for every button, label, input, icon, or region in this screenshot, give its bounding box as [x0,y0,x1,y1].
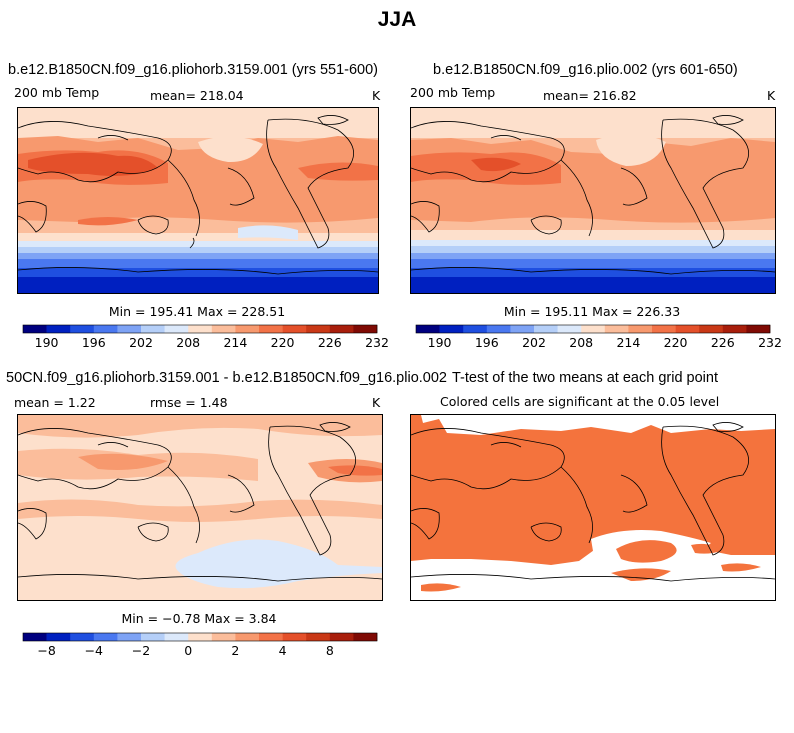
panel3-colorbar-tick-label: 8 [326,643,334,658]
panel2-colorbar-swatch [463,325,488,333]
panel2-colorbar-tick-label: 196 [475,335,499,350]
panel1-colorbar-swatch [306,325,331,333]
panel3-colorbar-tick-label: 2 [231,643,239,658]
panel1-colorbar-tick-label: 208 [176,335,200,350]
panel1-colorbar-swatch [282,325,307,333]
panel1-map [17,107,379,294]
figure-title: JJA [377,8,417,31]
panel3-colorbar-tick-label: −8 [37,643,55,658]
panel3-units: K [372,395,381,410]
panel3-colorbar-swatch [188,633,213,641]
panel1-colorbar-tick-label: 232 [365,335,389,350]
panel2-colorbar-tick-label: 208 [569,335,593,350]
panel1-colorbar-swatch [23,325,47,333]
panel2-colorbar: 190 196 202 208 214 220 226 232 [415,324,782,355]
panel1-colorbar-border [22,324,378,334]
panel1-colorbar-tick-label: 190 [35,335,59,350]
panel3-colorbar: −8 −4 −2 0 2 4 8 [22,632,378,663]
panel2-colorbar-swatch [699,325,724,333]
panel2-colorbar-swatch [604,325,629,333]
panel1-colorbar-swatch [235,325,260,333]
panel4-subtitle: Colored cells are significant at the 0.0… [440,394,720,409]
panel2-colorbar-swatch [746,325,771,333]
panel3-colorbar-swatch [93,633,118,641]
panel1-colorbar-swatch [93,325,118,333]
panel1-colorbar-swatch [211,325,236,333]
panel3-colorbar-border [22,632,378,642]
panel1-colorbar-tick-label: 220 [271,335,295,350]
panel1-colorbar-tick-label: 226 [318,335,342,350]
panel1-colorbar-swatch [164,325,189,333]
panel2-colorbar-tick-label: 202 [522,335,546,350]
panel3-colorbar-swatch [282,633,307,641]
panel3-colorbar-swatch [23,633,47,641]
panel3-rmse: rmse = 1.48 [150,395,228,410]
panel2-colorbar-swatch [722,325,747,333]
panel1-minmax: Min = 195.41 Max = 228.51 [108,304,286,319]
panel2-colorbar-swatch [628,325,653,333]
panel3-colorbar-swatch [211,633,236,641]
panel1-colorbar-swatch [141,325,165,333]
panel3-title: 50CN.f09_g16.pliohorb.3159.001 - b.e12.B… [6,370,447,386]
panel2-colorbar-swatch [534,325,558,333]
panel2-colorbar-swatch [416,325,440,333]
panel3-mean: mean = 1.22 [14,395,96,410]
panel1-colorbar-swatch [329,325,354,333]
panel2-colorbar-swatch [652,325,676,333]
panel2-colorbar-swatch [486,325,511,333]
panel3-minmax: Min = −0.78 Max = 3.84 [121,611,277,626]
panel4-title: T-test of the two means at each grid poi… [452,370,718,386]
panel2-colorbar-tick-label: 226 [711,335,735,350]
panel1-title: b.e12.B1850CN.f09_g16.pliohorb.3159.001 … [8,62,379,78]
panel1-colorbar-swatch [46,325,71,333]
panel2-map [410,107,776,294]
panel2-colorbar-swatch [557,325,582,333]
panel2-colorbar-tick-label: 232 [758,335,782,350]
panel2-title: b.e12.B1850CN.f09_g16.plio.002 (yrs 601-… [433,62,738,78]
panel2-colorbar-tick-label: 214 [616,335,640,350]
panel2-colorbar-tick-label: 190 [428,335,452,350]
panel2-minmax: Min = 195.11 Max = 226.33 [503,304,681,319]
panel3-colorbar-swatch [353,633,378,641]
panel1-colorbar-swatch [353,325,378,333]
panel3-colorbar-swatch [164,633,189,641]
panel2-colorbar-swatch [439,325,464,333]
panel2-mean: mean= 216.82 [543,88,637,103]
panel1-colorbar-tick-label: 214 [223,335,247,350]
panel3-colorbar-swatch [141,633,165,641]
panel3-colorbar-swatch [70,633,95,641]
panel3-colorbar-tick-label: −4 [85,643,103,658]
panel1-variable: 200 mb Temp [14,85,100,100]
panel1-colorbar: 190 196 202 208 214 220 226 232 [22,324,389,355]
panel1-units: K [372,88,381,103]
panel1-colorbar-swatch [188,325,213,333]
panel1-mean: mean= 218.04 [150,88,244,103]
panel1-colorbar-tick-label: 202 [129,335,153,350]
panel1-colorbar-swatch [70,325,95,333]
panel2-variable: 200 mb Temp [410,85,496,100]
panel3-colorbar-tick-label: 0 [184,643,192,658]
panel1-colorbar-swatch [117,325,142,333]
panel3-colorbar-tick-label: 4 [279,643,287,658]
panel3-map [17,414,383,601]
panel2-colorbar-swatch [675,325,700,333]
panel3-colorbar-swatch [306,633,331,641]
panel3-colorbar-swatch [117,633,142,641]
panel2-colorbar-swatch [510,325,535,333]
panel4-map [410,414,776,601]
panel2-units: K [767,88,776,103]
panel3-colorbar-swatch [259,633,283,641]
panel3-colorbar-swatch [235,633,260,641]
panel3-colorbar-swatch [329,633,354,641]
panel2-colorbar-border [415,324,771,334]
panel3-colorbar-tick-label: −2 [132,643,150,658]
panel3-colorbar-swatch [46,633,71,641]
panel1-colorbar-tick-label: 196 [82,335,106,350]
panel1-colorbar-swatch [259,325,283,333]
panel2-colorbar-swatch [581,325,606,333]
panel2-colorbar-tick-label: 220 [664,335,688,350]
